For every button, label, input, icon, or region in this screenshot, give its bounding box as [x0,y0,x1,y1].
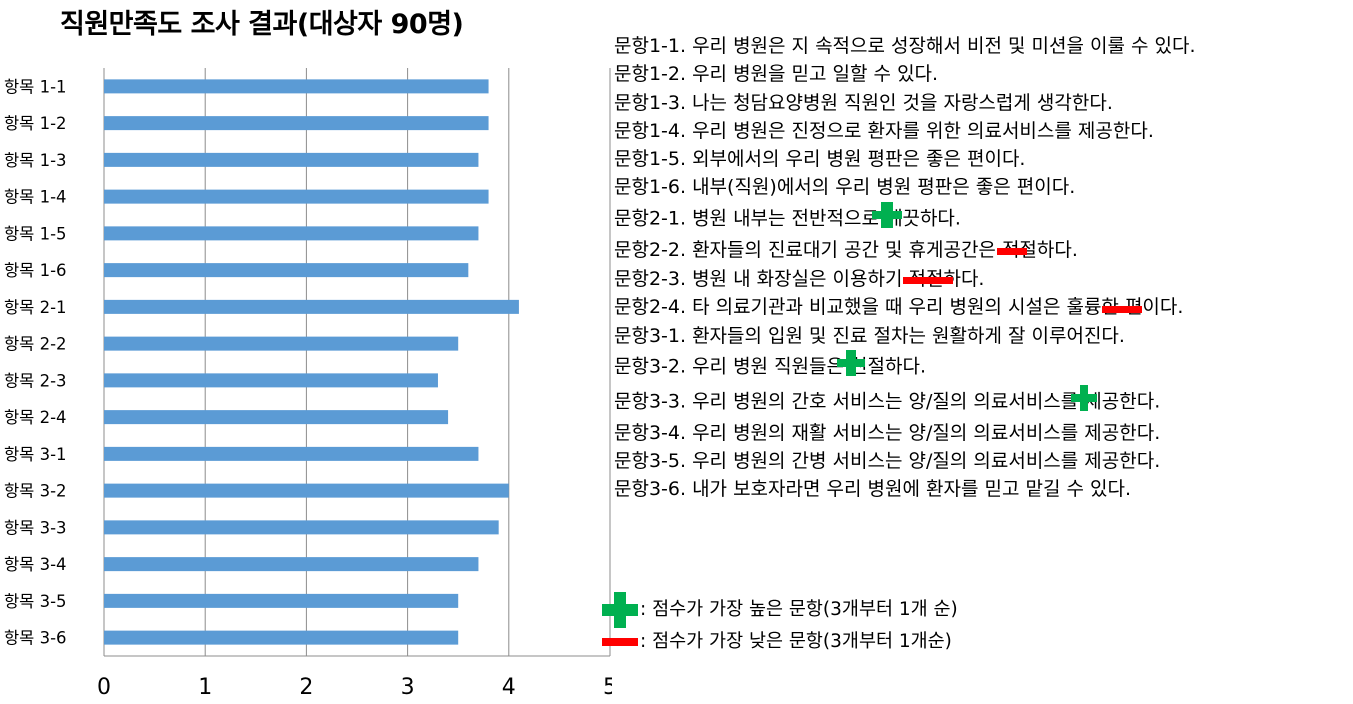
question-text: 문항3-2. 우리 병원 직원들은 친절하다. [614,355,926,378]
category-label: 항목 3-1 [4,445,67,464]
x-tick-label: 1 [198,675,212,700]
bar [104,299,519,314]
bar [104,226,479,241]
category-label: 항목 2-2 [4,335,67,354]
question-text: 문항3-6. 내가 보호자라면 우리 병원에 환자를 믿고 맡길 수 있다. [614,478,1131,501]
question-item: 문항1-3. 나는 청담요양병원 직원인 것을 자랑스럽게 생각한다. [614,89,1339,117]
question-text: 문항3-3. 우리 병원의 간호 서비스는 양/질의 의료서비스를 제공한다. [614,390,1161,413]
category-label: 항목 2-3 [4,371,67,390]
category-label: 항목 1-2 [4,114,67,133]
question-item: 문항2-1. 병원 내부는 전반적으로 깨끗하다. [614,201,1339,236]
bar-chart: 0 1 2 3 4 5 항목 1-1 항목 1-2 항목 1-3 항목 1-4 항목 1-5 항목 1… [4,68,612,700]
green-plus-icon [600,592,640,628]
category-label: 항목 3-3 [4,518,67,537]
bar [104,483,509,498]
question-item: 문항1-4. 우리 병원은 진정으로 환자를 위한 의료서비스를 제공한다. [614,117,1339,145]
x-tick-label: 4 [502,675,516,700]
question-text: 문항3-4. 우리 병원의 재활 서비스는 양/질의 의료서비스를 제공한다. [614,421,1161,444]
question-item: 문항3-1. 환자들의 입원 및 진료 절차는 원활하게 잘 이루어진다. [614,322,1339,350]
bar [104,152,479,167]
question-text: 문항1-4. 우리 병원은 진정으로 환자를 위한 의료서비스를 제공한다. [614,119,1154,142]
question-text: 문항1-2. 우리 병원을 믿고 일할 수 있다. [614,63,939,86]
category-label: 항목 3-4 [4,555,67,574]
bar [104,189,489,204]
x-tick-label: 3 [401,675,415,700]
question-text: 문항1-1. 우리 병원은 지 속적으로 성장해서 비전 및 미션을 이룰 수 … [614,35,1196,57]
question-item: 문항3-4. 우리 병원의 재활 서비스는 양/질의 의료서비스를 제공한다. [614,419,1339,447]
bar [104,557,479,572]
category-label: 항목 1-1 [4,77,67,96]
bar [104,336,459,351]
legend-plus-label: : 점수가 가장 높은 문항(3개부터 1개 순) [640,599,958,620]
category-label: 항목 2-4 [4,408,67,427]
question-item: 문항3-3. 우리 병원의 간호 서비스는 양/질의 의료서비스를 제공한다. [614,384,1339,419]
question-item: 문항3-5. 우리 병원의 간병 서비스는 양/질의 의료서비스를 제공한다. [614,447,1339,475]
category-label: 항목 3-5 [4,592,67,611]
x-tick-label: 0 [97,675,111,700]
bar [104,116,489,131]
x-tick-label: 5 [603,675,612,700]
bar [104,520,499,535]
category-label: 항목 1-6 [4,261,67,280]
question-text: 문항1-5. 외부에서의 우리 병원 평판은 좋은 편이다. [614,148,1026,171]
question-text: 문항1-6. 내부(직원)에서의 우리 병원 평판은 좋은 편이다. [614,176,1076,199]
question-item: 문항2-3. 병원 내 화장실은 이용하기 적절하다. [614,265,1339,294]
question-text: 문항2-1. 병원 내부는 전반적으로 깨끗하다. [614,207,961,230]
question-text: 문항1-3. 나는 청담요양병원 직원인 것을 자랑스럽게 생각한다. [614,91,1113,114]
category-label: 항목 1-3 [4,151,67,170]
category-label: 항목 1-5 [4,224,67,243]
question-item: 문항2-2. 환자들의 진료대기 공간 및 휴게공간은 적절하다. [614,236,1339,265]
chart-title: 직원만족도 조사 결과(대상자 90명) [60,9,464,40]
legend-minus-label: : 점수가 가장 낮은 문항(3개부터 1개순) [640,631,952,652]
question-list: 문항1-1. 우리 병원은 지 속적으로 성장해서 비전 및 미션을 이룰 수 … [614,32,1339,504]
bar [104,79,489,94]
category-label: 항목 1-4 [4,188,67,207]
question-item: 문항2-4. 타 의료기관과 비교했을 때 우리 병원의 시설은 훌륭한 편이다… [614,293,1339,322]
category-label: 항목 3-6 [4,629,67,648]
bar [104,410,449,425]
question-item: 문항1-5. 외부에서의 우리 병원 평판은 좋은 편이다. [614,145,1339,173]
legend-plus-row: : 점수가 가장 높은 문항(3개부터 1개 순) [600,592,958,628]
legend: : 점수가 가장 높은 문항(3개부터 1개 순) : 점수가 가장 낮은 문항… [600,592,958,656]
question-text: 문항2-2. 환자들의 진료대기 공간 및 휴게공간은 적절하다. [614,239,1078,262]
bar [104,446,479,461]
category-label: 항목 3-2 [4,482,67,501]
question-item: 문항1-1. 우리 병원은 지 속적으로 성장해서 비전 및 미션을 이룰 수 … [614,32,1339,60]
legend-minus-row: : 점수가 가장 낮은 문항(3개부터 1개순) [600,628,958,656]
bar [104,593,459,608]
question-item: 문항1-6. 내부(직원)에서의 우리 병원 평판은 좋은 편이다. [614,173,1339,201]
question-text: 문항2-4. 타 의료기관과 비교했을 때 우리 병원의 시설은 훌륭한 편이다… [614,296,1184,319]
bar [104,373,438,388]
red-minus-icon [600,637,640,647]
question-text: 문항2-3. 병원 내 화장실은 이용하기 적절하다. [614,267,985,290]
bar [104,263,469,278]
question-item: 문항3-6. 내가 보호자라면 우리 병원에 환자를 믿고 맡길 수 있다. [614,475,1339,503]
bar [104,630,459,645]
question-text: 문항3-1. 환자들의 입원 및 진료 절차는 원활하게 잘 이루어진다. [614,325,1125,347]
question-item: 문항3-2. 우리 병원 직원들은 친절하다. [614,350,1339,384]
question-text: 문항3-5. 우리 병원의 간병 서비스는 양/질의 의료서비스를 제공한다. [614,450,1161,473]
question-item: 문항1-2. 우리 병원을 믿고 일할 수 있다. [614,60,1339,88]
x-tick-label: 2 [299,675,313,700]
category-label: 항목 2-1 [4,298,67,317]
